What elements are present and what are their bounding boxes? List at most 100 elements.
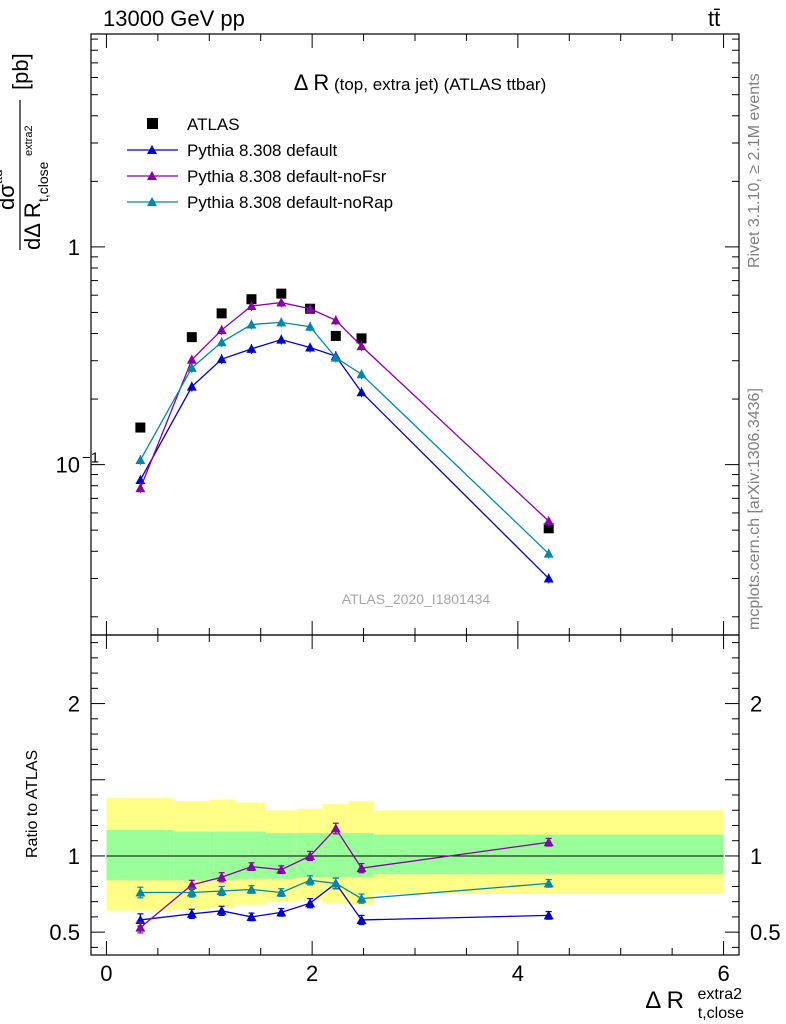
atlas-data-point <box>330 330 341 341</box>
ratio-series-1-point <box>305 850 316 860</box>
mcplots-label: mcplots.cern.ch [arXiv:1306.3436] <box>746 388 763 630</box>
series-3-point <box>276 317 287 327</box>
ratio-series-2-point <box>356 893 367 903</box>
y-tick-label-1: 1 <box>68 235 80 260</box>
y-axis-label-numerator-sup: ttd <box>0 170 5 184</box>
y-tick-label-right: 0.5 <box>750 920 781 945</box>
series-2-point <box>216 325 227 335</box>
ratio-series-0-point <box>186 908 197 918</box>
x-axis-label-subscript: t,close <box>698 1005 744 1022</box>
ratio-series-1-point <box>186 879 197 889</box>
ratio-series-2-point <box>305 875 316 885</box>
x-tick-label: 6 <box>717 961 729 986</box>
series-2-point <box>135 483 146 493</box>
series-3-point <box>330 352 341 362</box>
x-tick-label: 4 <box>512 961 524 986</box>
atlas-data-point <box>186 332 197 343</box>
ratio-series-0-point <box>276 907 287 917</box>
ratio-series-0-point <box>356 914 367 924</box>
watermark: ATLAS_2020_I1801434 <box>342 591 491 607</box>
series-2-point <box>246 301 257 311</box>
legend-marker <box>147 197 157 206</box>
legend-marker-atlas <box>147 118 158 129</box>
series-3-point <box>356 369 367 379</box>
legend-label: Pythia 8.308 default-noRap <box>187 193 393 212</box>
ratio-panel: 0 2 4 6 Δ R extra2 t,close 0.5 0.5 1 1 2 2 Ratio to A… <box>24 634 781 1022</box>
inner-uncertainty-band <box>235 831 266 879</box>
ratio-series-2-point <box>216 886 227 895</box>
series-2-point <box>543 516 554 526</box>
plot-title: Δ R (top, extra jet) (ATLAS ttbar) <box>294 70 546 95</box>
legend-marker <box>147 171 157 180</box>
series-1-point <box>216 354 227 364</box>
atlas-data-point <box>246 294 257 305</box>
ratio-series-1-point <box>276 864 287 874</box>
atlas-data-point <box>356 333 367 344</box>
series-2-point <box>356 341 367 351</box>
ratio-series-1-point <box>330 823 341 833</box>
ratio-y-axis-label: Ratio to ATLAS <box>24 750 41 858</box>
y-axis-label-numerator: dσ <box>0 184 19 210</box>
main-panel: 10 −1 1 Δ R (top, extra jet) (ATLAS ttbar) A… <box>0 33 740 649</box>
series-2-line <box>139 301 550 522</box>
ratio-series-0-point <box>543 910 554 920</box>
y-axis-unit: [pb] <box>8 53 33 90</box>
atlas-data-point <box>543 523 554 534</box>
x-tick-label: 2 <box>306 961 318 986</box>
y-tick-label-exponent: −1 <box>82 450 99 467</box>
x-axis-label-superscript: extra2 <box>698 986 743 1003</box>
series-3-point <box>246 319 257 329</box>
legend-label: ATLAS <box>187 115 240 134</box>
legend-label: Pythia 8.308 default <box>187 141 338 160</box>
atlas-data-point <box>276 288 287 299</box>
series-1-point <box>276 334 287 344</box>
rivet-version-label: Rivet 3.1.10, ≥ 2.1M events <box>746 73 763 268</box>
ratio-series-0-point <box>246 911 257 921</box>
series-2-point <box>276 297 287 307</box>
atlas-data-point <box>216 308 227 319</box>
series-3-point <box>135 455 146 465</box>
series-2-point <box>186 354 197 364</box>
series-3-point <box>543 548 554 558</box>
series-3-point <box>186 362 197 372</box>
ratio-series-1-point <box>135 922 146 932</box>
y-axis-label-sup: extra2 <box>23 125 35 156</box>
y-tick-label-right: 1 <box>750 844 762 869</box>
series-1-point <box>356 387 367 397</box>
y-tick-label-right: 2 <box>750 692 762 717</box>
x-tick-label: 0 <box>100 961 112 986</box>
inner-uncertainty-band <box>106 830 174 881</box>
ratio-series-2-point <box>186 887 197 897</box>
ratio-series-2-point <box>246 884 257 894</box>
y-tick-label-left: 0.5 <box>49 920 80 945</box>
legend-marker <box>147 145 157 154</box>
ratio-series-2-point <box>330 878 341 888</box>
series-1-point <box>543 573 554 583</box>
legend-label: Pythia 8.308 default-noFsr <box>187 167 387 186</box>
legend: ATLAS Pythia 8.308 default Pythia 8.308 de… <box>127 115 393 212</box>
atlas-data-point <box>135 422 146 433</box>
ratio-series-1-point <box>543 837 554 847</box>
series-3-line <box>139 321 550 555</box>
series-3-point <box>305 321 316 331</box>
ratio-series-2-point <box>135 887 146 897</box>
inner-uncertainty-band <box>322 833 349 878</box>
ratio-series-1-point <box>356 863 367 873</box>
ratio-series-1-point <box>216 872 227 882</box>
series-1-point <box>186 381 197 391</box>
series-1-point <box>305 342 316 352</box>
y-axis-label-sub: t,close <box>35 161 51 202</box>
y-tick-label-0.1: 10 <box>56 453 80 478</box>
series-1-point <box>246 343 257 353</box>
ratio-series-0-point <box>216 905 227 915</box>
energy-label: 13000 GeV pp <box>103 6 245 31</box>
series-2-point <box>330 315 341 325</box>
y-axis-label-denominator: dΔ R <box>20 202 45 250</box>
y-tick-label-left: 2 <box>68 692 80 717</box>
ratio-series-0-point <box>305 898 316 908</box>
process-label: tt̄ <box>708 6 721 31</box>
series-1-line <box>139 338 550 579</box>
y-tick-label-left: 1 <box>68 844 80 869</box>
series-3-point <box>216 337 227 347</box>
